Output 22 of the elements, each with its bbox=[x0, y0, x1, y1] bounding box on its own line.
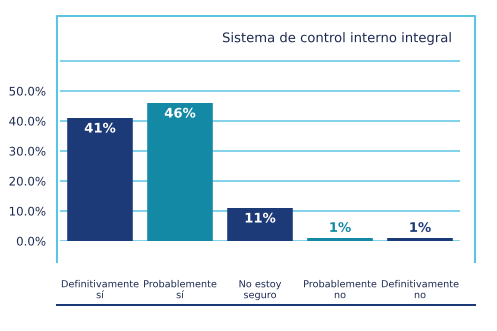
y-tick-label: 40.0% bbox=[9, 116, 46, 126]
y-tick-label: 0.0% bbox=[16, 236, 46, 246]
data-label: 1% bbox=[410, 222, 431, 232]
data-label: 46% bbox=[164, 108, 196, 118]
y-tick-label: 20.0% bbox=[9, 176, 46, 186]
x-tick-label: Probablemente no bbox=[304, 280, 376, 298]
y-tick-label: 10.0% bbox=[10, 206, 46, 216]
data-label: 41% bbox=[84, 122, 116, 133]
y-tick-label: 50.0% bbox=[10, 86, 46, 96]
y-tick-label: 30.0% bbox=[10, 146, 46, 156]
data-label: 1% bbox=[330, 222, 351, 232]
bar bbox=[67, 118, 133, 241]
x-tick-label: Definitivamente sí bbox=[62, 280, 139, 298]
text: Sistema de control interno integral bbox=[222, 32, 451, 45]
bar bbox=[307, 238, 373, 241]
bar bbox=[227, 208, 293, 241]
x-tick-label: Probablemente sí bbox=[144, 280, 216, 298]
bar bbox=[387, 238, 453, 241]
bar bbox=[147, 103, 213, 241]
data-label: 11% bbox=[246, 212, 276, 223]
x-tick-label: No estoy seguro bbox=[240, 280, 282, 300]
x-tick-label: Definitivamente no bbox=[382, 280, 459, 298]
